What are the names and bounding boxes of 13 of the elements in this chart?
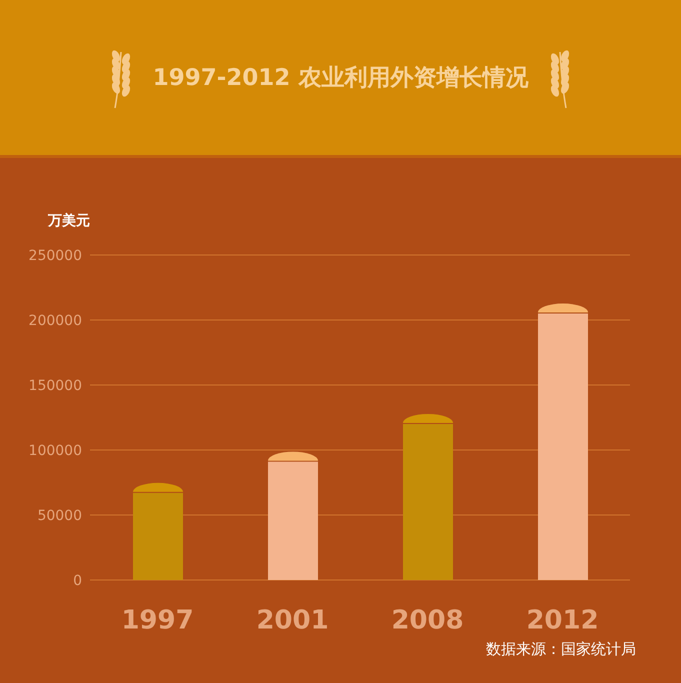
x-tick-label: 2012 (526, 605, 599, 636)
x-tick-label: 2008 (391, 605, 464, 636)
x-tick-label: 1997 (121, 605, 194, 636)
y-tick-label: 0 (73, 572, 82, 589)
y-tick-label: 50000 (37, 508, 82, 524)
y-tick-label: 250000 (28, 248, 82, 264)
y-tick-label: 200000 (28, 312, 82, 329)
chart-title: 1997-2012 农业利用外资增长情况 (152, 64, 528, 93)
y-axis-title: 万美元 (48, 212, 90, 230)
source-note: 数据来源：国家统计局 (486, 640, 636, 659)
x-tick-label: 2001 (256, 605, 329, 636)
y-tick-label: 100000 (28, 442, 82, 459)
y-tick-label: 150000 (28, 378, 82, 394)
